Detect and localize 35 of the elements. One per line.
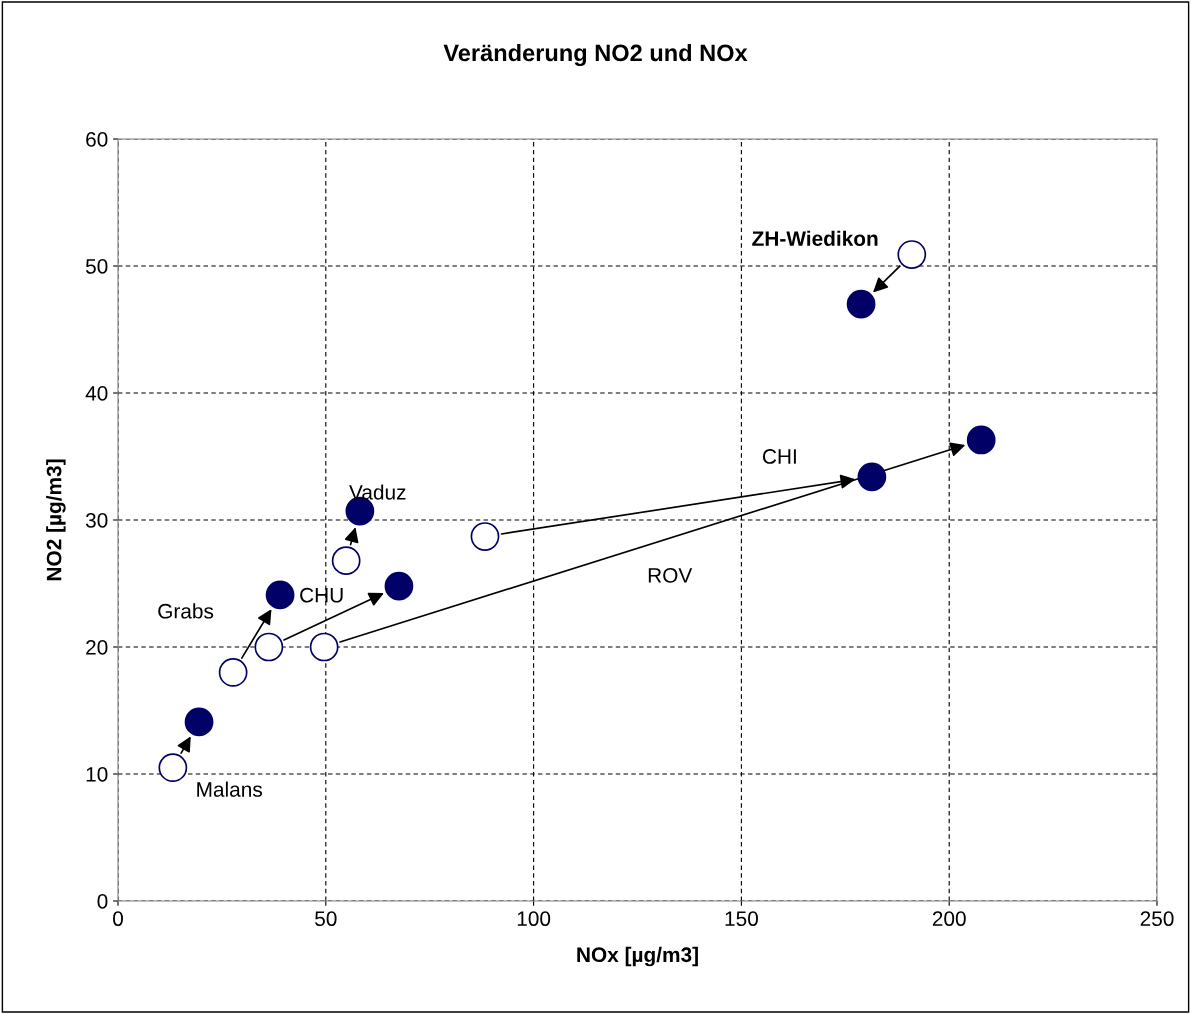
annotation: ROV [648, 567, 693, 583]
point [158, 753, 188, 783]
annotation: Vaduz [349, 484, 406, 500]
x-axis-title: NOx [µg/m3] [577, 946, 698, 967]
point [857, 462, 887, 492]
point [846, 289, 876, 319]
y-tick-label: 0 [97, 894, 108, 909]
y-tick-label: 20 [86, 640, 108, 655]
y-tick-label: 30 [85, 513, 108, 528]
point [966, 425, 996, 455]
x-tick-label: 50 [315, 911, 337, 927]
x-tick-label: 200 [932, 911, 966, 927]
y-tick-label: 60 [86, 132, 108, 147]
point [309, 632, 339, 662]
point [384, 571, 414, 601]
point [470, 522, 500, 551]
annotation: ZH-Wiedikon [752, 230, 878, 246]
x-tick-label: 0 [113, 911, 123, 927]
point [265, 580, 295, 610]
point [184, 707, 214, 737]
chart-title: Veränderung NO2 und NOx [443, 43, 748, 67]
y-tick-label: 50 [85, 259, 108, 274]
y-axis-title: NO2 [µg/m3] [46, 459, 66, 581]
annotation: CHU [300, 587, 343, 603]
y-tick-label: 10 [86, 767, 108, 782]
annotation: CHI [762, 449, 796, 464]
annotation: Malans [197, 781, 262, 797]
point [331, 546, 361, 576]
point [897, 240, 927, 269]
point [218, 658, 248, 687]
y-tick-label: 40 [85, 386, 108, 401]
x-tick-label: 100 [517, 911, 551, 927]
annotation: Grabs [158, 603, 214, 619]
x-tick-label: 150 [725, 911, 758, 927]
x-tick-label: 250 [1140, 911, 1174, 927]
